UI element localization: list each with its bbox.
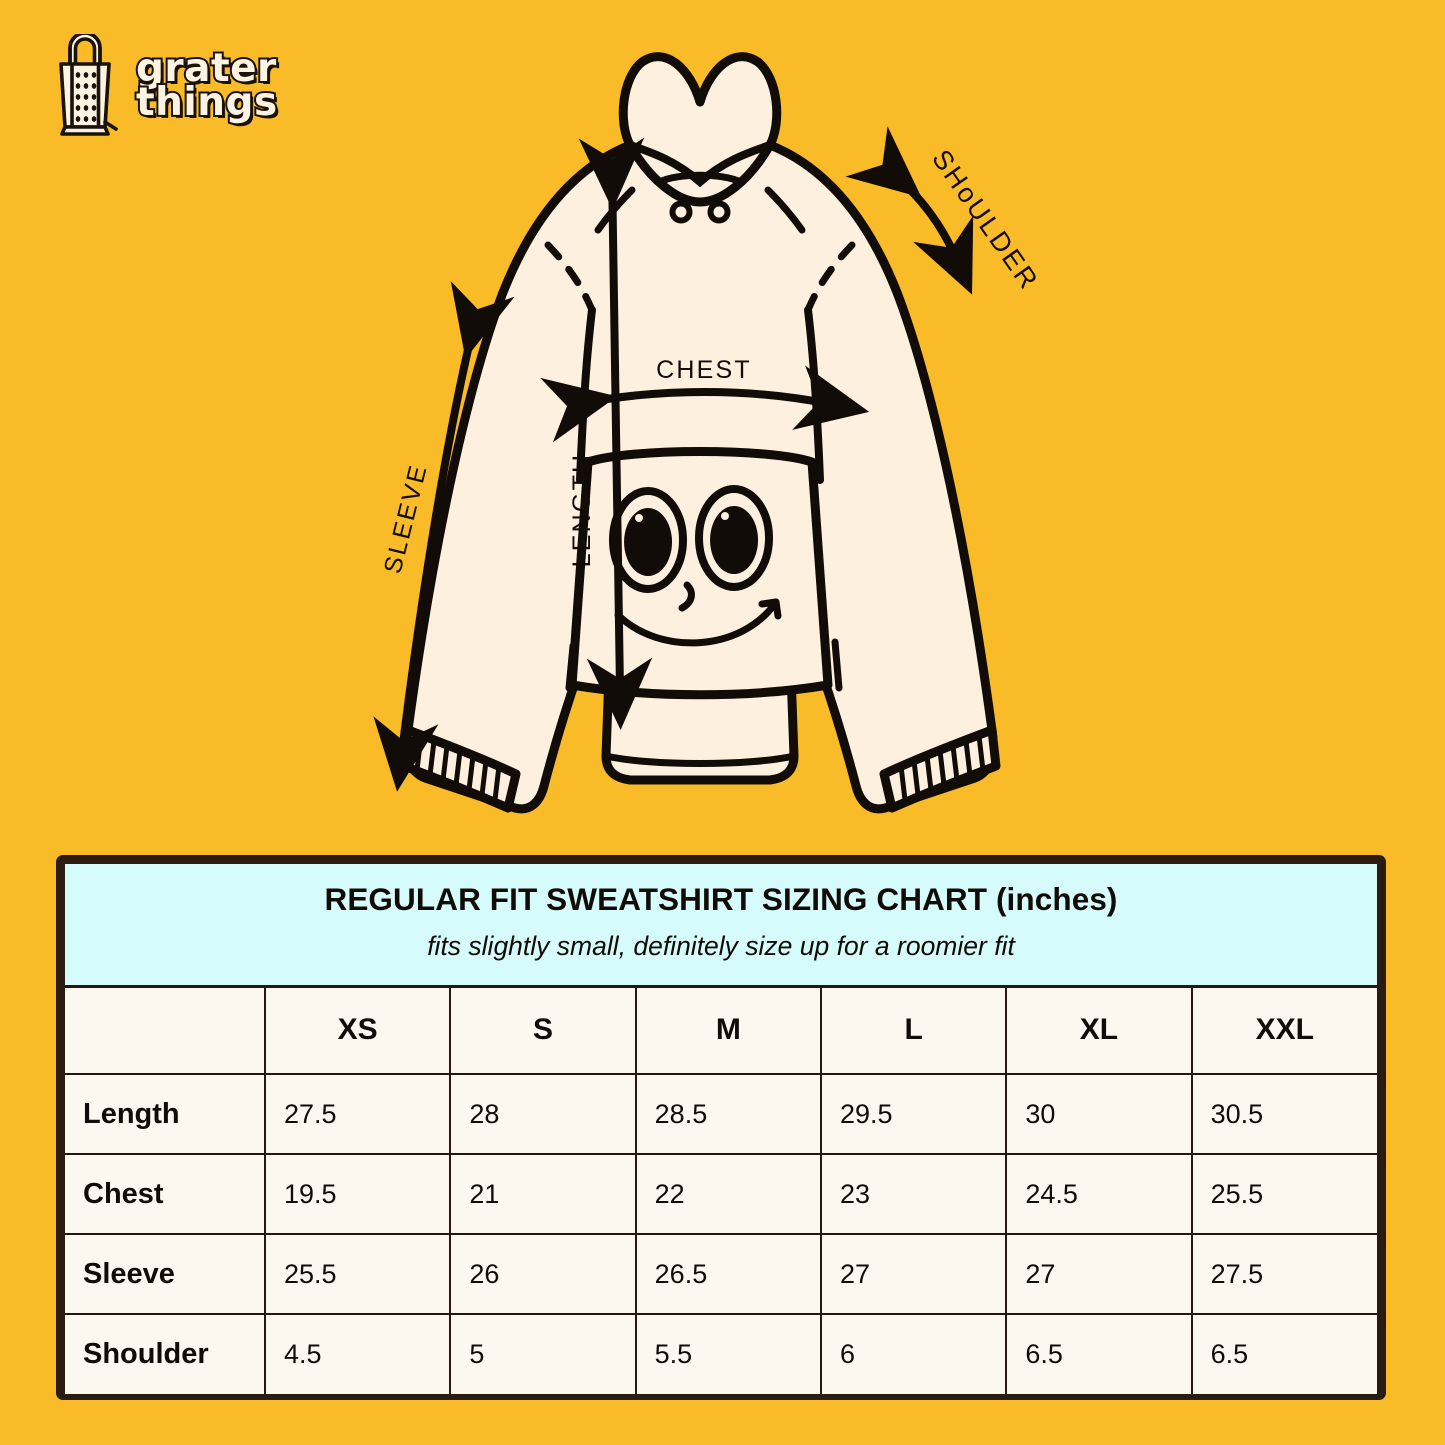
row-label-shoulder: Shoulder (65, 1313, 266, 1394)
hoodie-illustration: SHoULDER SLEEVE CHEST LENGTH (330, 30, 1070, 830)
header-size-xs: XS (263, 985, 452, 1075)
label-length: LENGTH (568, 453, 596, 568)
cell-sleeve-l: 27 (819, 1233, 1008, 1315)
header-size-m: M (634, 985, 822, 1075)
cell-chest-xs: 19.5 (263, 1153, 452, 1235)
cell-chest-l: 23 (819, 1153, 1008, 1235)
cell-shoulder-xl: 6.5 (1005, 1313, 1193, 1394)
cell-length-xl: 30 (1005, 1073, 1193, 1155)
cell-length-l: 29.5 (819, 1073, 1008, 1155)
header-corner (65, 985, 266, 1075)
table-row: Shoulder 4.5 5 5.5 6 6.5 6.5 (65, 1313, 1377, 1394)
brand-logo: grater things (48, 34, 279, 138)
brand-name-line1: grater (134, 45, 278, 91)
table-row: Chest 19.5 21 22 23 24.5 25.5 (65, 1153, 1377, 1235)
cell-sleeve-xs: 25.5 (263, 1233, 452, 1315)
cell-sleeve-m: 26.5 (634, 1233, 822, 1315)
cell-length-xxl: 30.5 (1190, 1073, 1377, 1155)
hoodie-diagram-svg: SHoULDER SLEEVE CHEST LENGTH (373, 52, 1045, 814)
table-title-cell: REGULAR FIT SWEATSHIRT SIZING CHART (inc… (65, 864, 1377, 988)
cell-length-s: 28 (449, 1073, 637, 1155)
table-row: Sleeve 25.5 26 26.5 27 27 27.5 (65, 1233, 1377, 1315)
table-header-row: XS S M L XL XXL (65, 985, 1377, 1075)
cell-sleeve-xl: 27 (1005, 1233, 1193, 1315)
chart-title: REGULAR FIT SWEATSHIRT SIZING CHART (inc… (324, 880, 1118, 917)
header-size-xl: XL (1005, 985, 1193, 1075)
cell-shoulder-s: 5 (449, 1313, 637, 1394)
pocket-smiley-face (565, 447, 843, 700)
table-title-row: REGULAR FIT SWEATSHIRT SIZING CHART (inc… (65, 864, 1377, 988)
cell-shoulder-xs: 4.5 (263, 1313, 452, 1394)
measure-shoulder: SHoULDER (845, 126, 1045, 296)
table-row: Length 27.5 28 28.5 29.5 30 30.5 (65, 1073, 1377, 1155)
hoodie-body (399, 52, 1001, 814)
row-label-length: Length (65, 1073, 266, 1155)
cell-shoulder-l: 6 (819, 1313, 1008, 1394)
header-size-s: S (449, 985, 637, 1075)
cell-shoulder-xxl: 6.5 (1190, 1313, 1377, 1394)
cell-chest-m: 22 (634, 1153, 822, 1235)
measure-length: LENGTH (568, 137, 653, 730)
cell-length-m: 28.5 (634, 1073, 822, 1155)
cell-chest-s: 21 (449, 1153, 637, 1235)
label-shoulder: SHoULDER (926, 144, 1045, 296)
cell-chest-xl: 24.5 (1005, 1153, 1193, 1235)
label-chest: CHEST (656, 356, 752, 384)
cell-sleeve-s: 26 (449, 1233, 637, 1315)
cell-chest-xxl: 25.5 (1190, 1153, 1377, 1235)
sizing-table: REGULAR FIT SWEATSHIRT SIZING CHART (inc… (65, 864, 1377, 1394)
brand-wordmark: grater things (134, 45, 279, 125)
header-size-l: L (819, 985, 1008, 1075)
cell-length-xs: 27.5 (263, 1073, 452, 1155)
sizing-chart-panel: REGULAR FIT SWEATSHIRT SIZING CHART (inc… (56, 855, 1386, 1400)
cell-shoulder-m: 5.5 (634, 1313, 822, 1394)
header-size-xxl: XXL (1190, 985, 1377, 1075)
row-label-chest: Chest (65, 1153, 266, 1235)
brand-name-line2: things (134, 80, 279, 125)
box-grater-icon (59, 34, 118, 136)
cell-sleeve-xxl: 27.5 (1190, 1233, 1377, 1315)
row-label-sleeve: Sleeve (65, 1233, 266, 1315)
chart-subtitle: fits slightly small, definitely size up … (427, 930, 1015, 961)
cuff-right (879, 725, 1001, 813)
